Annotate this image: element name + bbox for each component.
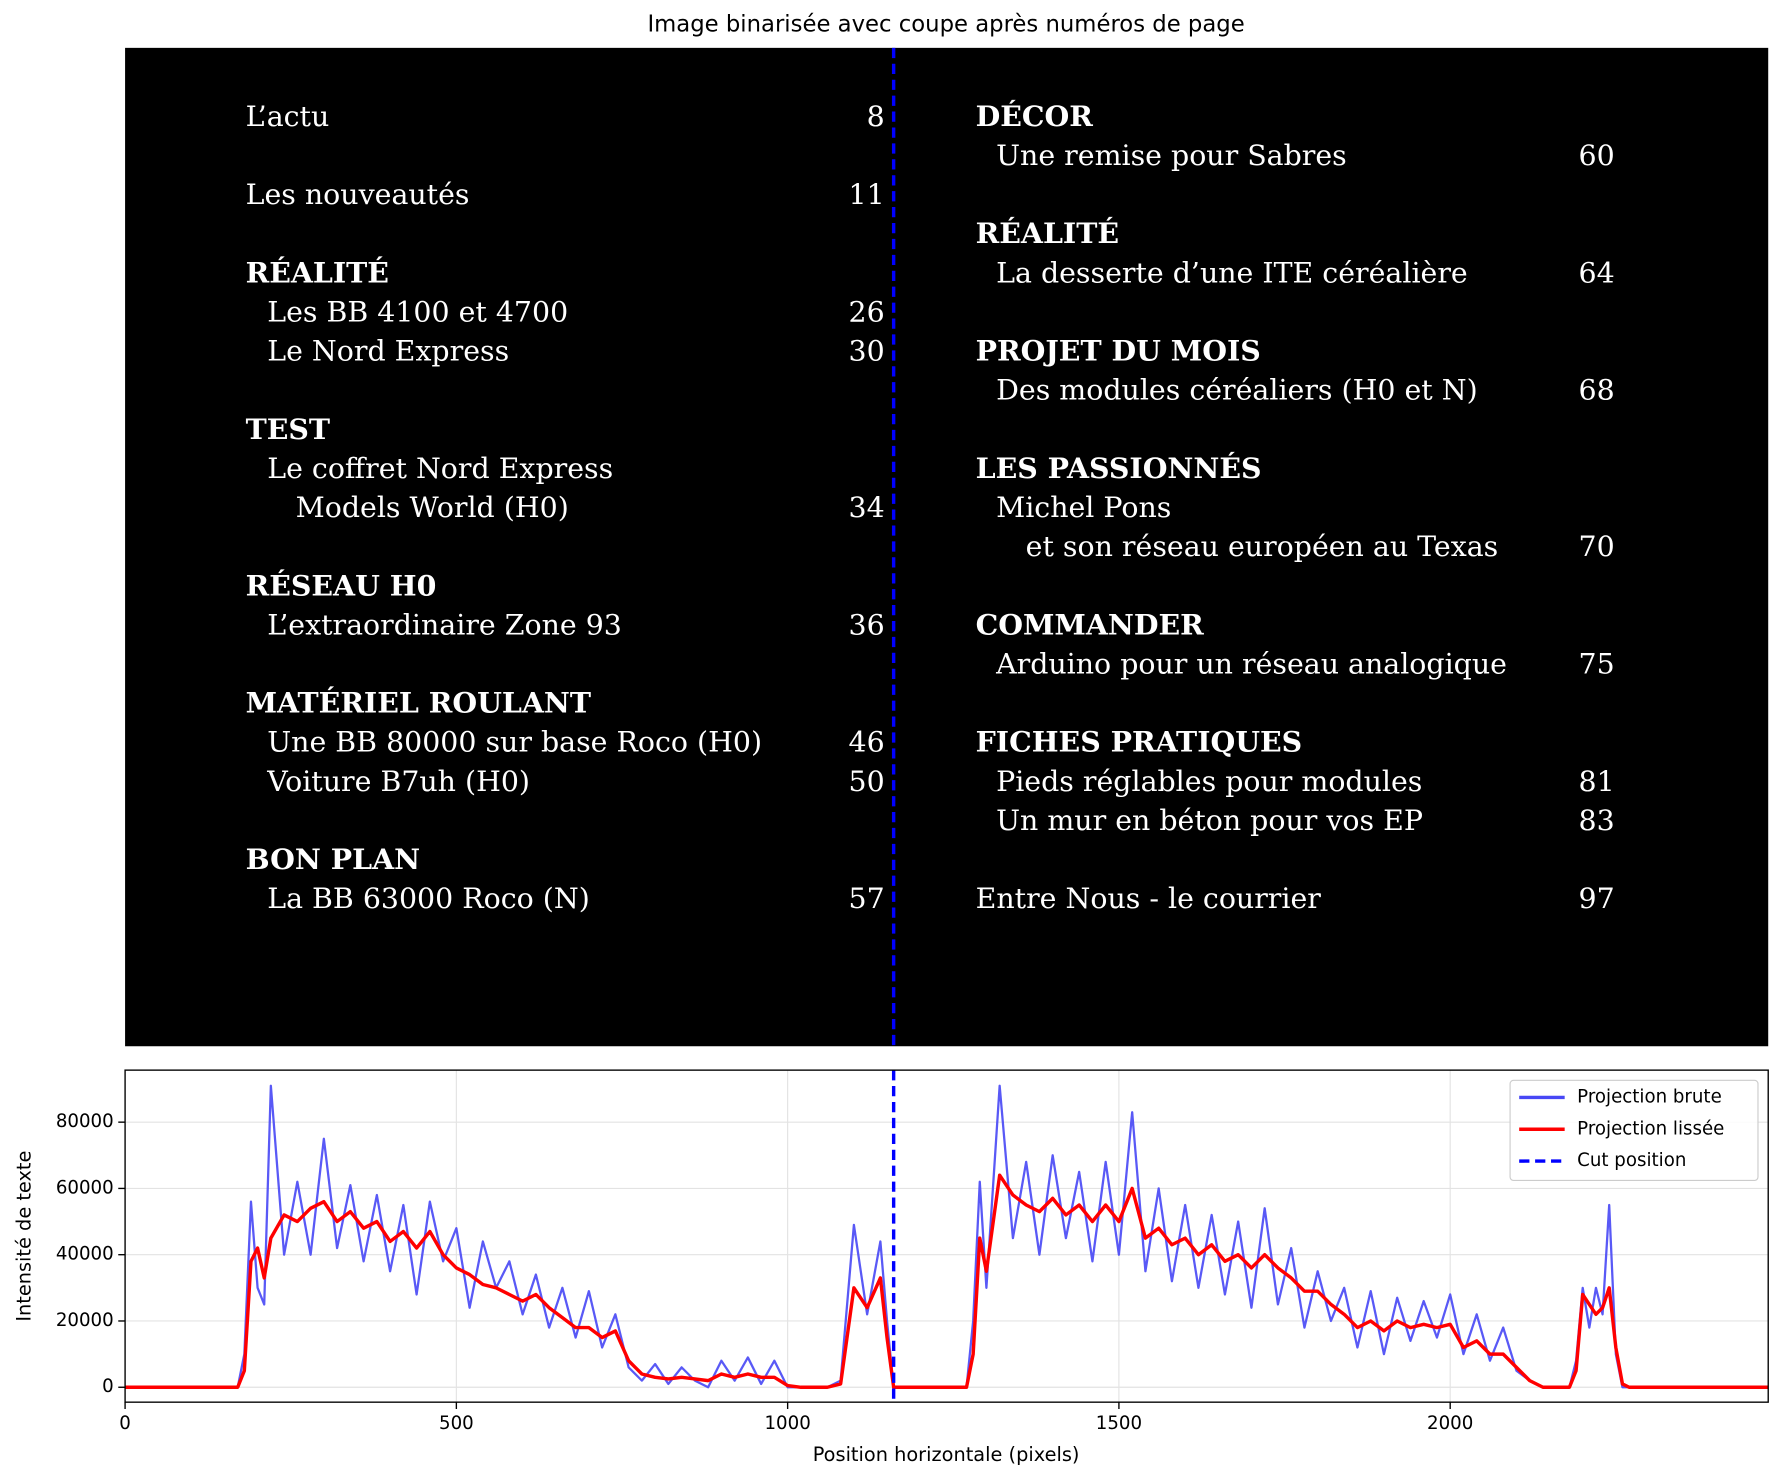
toc-page: 11: [849, 178, 885, 211]
legend-label: Projection lissée: [1577, 1118, 1724, 1139]
legend-label: Projection brute: [1577, 1086, 1722, 1107]
toc-entry: Le coffret Nord Express: [267, 452, 613, 485]
series-line: [125, 1084, 1769, 1389]
y-tick-label: 60000: [56, 1177, 114, 1198]
series-line: [125, 1173, 1769, 1389]
toc-heading: BON PLAN: [246, 842, 420, 876]
toc-page: 64: [1579, 256, 1615, 289]
toc-page: 70: [1579, 530, 1615, 563]
toc-page: 83: [1579, 804, 1615, 837]
toc-entry: Entre Nous - le courrier: [976, 882, 1322, 915]
toc-entry: Pieds réglables pour modules: [996, 765, 1422, 798]
toc-page: 8: [867, 100, 885, 133]
plot-frame: [124, 1069, 1769, 1403]
toc-entry: Voiture B7uh (H0): [266, 765, 530, 798]
toc-heading: PROJET DU MOIS: [976, 334, 1261, 368]
toc-heading: MATÉRIEL ROULANT: [246, 686, 591, 720]
toc-page: 81: [1579, 765, 1615, 798]
toc-entry: Un mur en béton pour vos EP: [996, 804, 1423, 837]
toc-page: 68: [1579, 374, 1615, 407]
toc-page: 75: [1579, 647, 1615, 680]
x-tick-label: 1000: [764, 1413, 810, 1434]
legend-box: [1509, 1079, 1759, 1181]
toc-entry: Les BB 4100 et 4700: [267, 295, 568, 328]
y-axis-label: Intensité de texte: [13, 1151, 36, 1322]
y-tick-label: 0: [102, 1376, 114, 1397]
toc-entry: Le Nord Express: [267, 335, 509, 368]
toc-page: 34: [849, 491, 885, 524]
y-tick-label: 20000: [56, 1310, 114, 1331]
toc-entry: Models World (H0): [296, 491, 569, 524]
toc-entry: Une BB 80000 sur base Roco (H0): [267, 726, 762, 759]
footer-page: 5: [1506, 972, 1522, 998]
toc-page: 57: [849, 882, 885, 915]
toc-entry: La desserte d’une ITE céréalière: [996, 256, 1468, 289]
toc-heading: DÉCOR: [976, 99, 1094, 133]
y-tick-label: 80000: [56, 1111, 114, 1132]
toc-page: 60: [1579, 139, 1615, 172]
x-tick-label: 500: [439, 1413, 474, 1434]
toc-page: 26: [849, 295, 885, 328]
toc-page: 97: [1579, 882, 1615, 915]
toc-page: 50: [849, 765, 885, 798]
x-tick-label: 2000: [1427, 1413, 1473, 1434]
toc-heading: RÉALITÉ: [246, 255, 389, 289]
toc-entry: La BB 63000 Roco (N): [267, 882, 590, 915]
binarized-image: [125, 47, 1769, 1047]
toc-entry: Michel Pons: [996, 491, 1171, 524]
toc-heading: RÉSEAU H0: [246, 568, 437, 602]
toc-entry: et son réseau européen au Texas: [1026, 530, 1499, 563]
x-tick-label: 1500: [1096, 1413, 1142, 1434]
toc-page: 36: [849, 608, 885, 641]
y-tick-label: 40000: [56, 1244, 114, 1265]
toc-heading: LES PASSIONNÉS: [976, 451, 1262, 485]
toc-entry: L’extraordinaire Zone 93: [267, 608, 622, 641]
toc-entry: L’actu: [246, 100, 330, 133]
footer-text: N°919 - FÉVRIER 24 - LR: [1257, 977, 1490, 996]
toc-entry: Arduino pour un réseau analogique: [995, 647, 1507, 680]
toc-entry: Les nouveautés: [246, 178, 470, 211]
toc-heading: COMMANDER: [976, 607, 1205, 641]
toc-heading: FICHES PRATIQUES: [976, 725, 1303, 759]
toc-heading: TEST: [246, 412, 330, 446]
panel-title: Image binarisée avec coupe après numéros…: [647, 12, 1244, 38]
toc-entry: Une remise pour Sabres: [996, 139, 1347, 172]
toc-entry: Des modules céréaliers (H0 et N): [996, 374, 1478, 407]
toc-heading: RÉALITÉ: [976, 216, 1119, 250]
toc-page: 46: [849, 726, 885, 759]
x-axis-label: Position horizontale (pixels): [813, 1443, 1080, 1466]
toc-page: 30: [849, 335, 885, 368]
legend-label: Cut position: [1577, 1150, 1686, 1171]
x-tick-label: 0: [119, 1413, 131, 1434]
